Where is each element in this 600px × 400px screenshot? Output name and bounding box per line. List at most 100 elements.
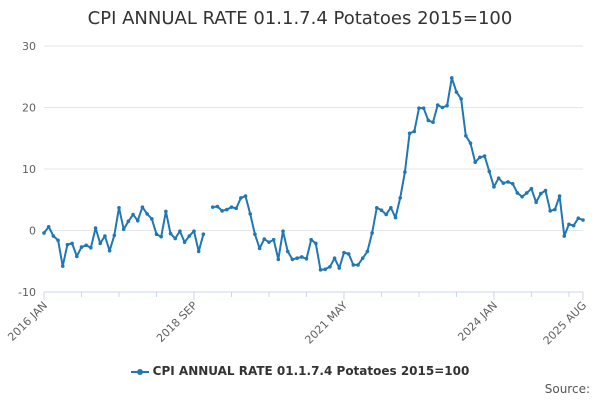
data-point[interactable] (290, 257, 295, 262)
data-point[interactable] (567, 222, 571, 227)
data-point[interactable] (351, 263, 356, 267)
data-point[interactable] (103, 234, 107, 238)
data-point[interactable] (529, 186, 534, 191)
data-point[interactable] (182, 240, 187, 244)
legend[interactable]: CPI ANNUAL RATE 01.1.7.4 Potatoes 2015=1… (0, 364, 600, 378)
data-point[interactable] (126, 219, 131, 224)
data-point[interactable] (281, 229, 285, 233)
data-point[interactable] (262, 237, 267, 241)
data-point[interactable] (445, 103, 449, 108)
data-point[interactable] (431, 120, 435, 125)
data-point[interactable] (117, 205, 121, 210)
data-point[interactable] (356, 263, 360, 267)
data-point[interactable] (389, 205, 393, 210)
data-point[interactable] (187, 234, 192, 238)
data-point[interactable] (173, 236, 178, 241)
data-point[interactable] (220, 209, 224, 213)
data-point[interactable] (229, 205, 234, 209)
data-point[interactable] (51, 234, 56, 238)
data-point[interactable] (309, 237, 313, 242)
data-point[interactable] (524, 191, 529, 195)
data-point[interactable] (374, 205, 379, 210)
data-point[interactable] (215, 204, 220, 209)
data-point[interactable] (201, 232, 206, 236)
data-point[interactable] (553, 207, 557, 212)
data-point[interactable] (257, 246, 262, 251)
data-point[interactable] (318, 268, 323, 272)
data-point[interactable] (557, 194, 562, 198)
data-point[interactable] (234, 206, 238, 211)
data-point[interactable] (295, 256, 299, 260)
data-point[interactable] (403, 170, 407, 174)
data-point[interactable] (135, 218, 140, 223)
data-point[interactable] (89, 245, 93, 250)
data-point[interactable] (271, 237, 276, 242)
data-point[interactable] (449, 76, 454, 80)
data-point[interactable] (478, 155, 482, 160)
data-point[interactable] (482, 154, 487, 158)
data-point[interactable] (112, 233, 117, 238)
data-point[interactable] (332, 256, 337, 260)
data-point[interactable] (407, 131, 412, 136)
data-point[interactable] (520, 194, 524, 199)
data-point[interactable] (276, 257, 281, 262)
data-point[interactable] (346, 252, 351, 256)
data-point[interactable] (98, 241, 103, 246)
data-point[interactable] (548, 209, 552, 213)
data-point[interactable] (178, 229, 182, 233)
data-point[interactable] (492, 185, 496, 189)
data-point[interactable] (393, 215, 398, 220)
data-point[interactable] (79, 245, 84, 249)
data-point[interactable] (360, 256, 365, 260)
data-point[interactable] (93, 226, 98, 230)
data-point[interactable] (253, 232, 257, 236)
data-point[interactable] (323, 267, 328, 272)
data-point[interactable] (487, 169, 492, 174)
data-point[interactable] (243, 194, 248, 198)
data-point[interactable] (421, 106, 426, 110)
data-point[interactable] (571, 223, 576, 228)
data-point[interactable] (365, 249, 370, 254)
data-point[interactable] (121, 227, 126, 232)
data-point[interactable] (210, 205, 215, 209)
data-point[interactable] (248, 212, 253, 216)
data-point[interactable] (131, 212, 135, 217)
data-point[interactable] (70, 241, 74, 246)
data-point[interactable] (239, 196, 243, 200)
data-point[interactable] (304, 256, 309, 261)
data-point[interactable] (464, 133, 468, 138)
data-point[interactable] (468, 141, 473, 145)
data-point[interactable] (342, 250, 346, 255)
data-point[interactable] (46, 225, 51, 229)
data-point[interactable] (60, 264, 65, 268)
data-point[interactable] (224, 207, 229, 212)
data-point[interactable] (426, 118, 431, 123)
data-point[interactable] (145, 212, 149, 216)
data-point[interactable] (440, 105, 445, 110)
data-point[interactable] (534, 200, 538, 205)
data-point[interactable] (285, 249, 290, 254)
data-point[interactable] (299, 255, 304, 259)
data-point[interactable] (435, 103, 440, 107)
data-point[interactable] (168, 231, 173, 236)
data-point[interactable] (192, 229, 196, 233)
data-point[interactable] (510, 181, 515, 186)
data-point[interactable] (417, 106, 421, 110)
data-point[interactable] (140, 205, 145, 209)
data-point[interactable] (159, 234, 163, 239)
data-point[interactable] (164, 209, 168, 214)
data-point[interactable] (501, 181, 506, 185)
data-point[interactable] (539, 191, 543, 196)
data-point[interactable] (328, 264, 332, 269)
data-point[interactable] (543, 188, 548, 193)
data-point[interactable] (196, 249, 201, 254)
data-point[interactable] (370, 231, 374, 235)
data-point[interactable] (506, 180, 510, 184)
data-point[interactable] (379, 208, 384, 213)
data-point[interactable] (459, 97, 463, 101)
data-point[interactable] (154, 232, 159, 236)
data-point[interactable] (581, 218, 585, 222)
data-point[interactable] (496, 176, 501, 181)
data-point[interactable] (454, 90, 459, 94)
data-point[interactable] (398, 196, 403, 200)
